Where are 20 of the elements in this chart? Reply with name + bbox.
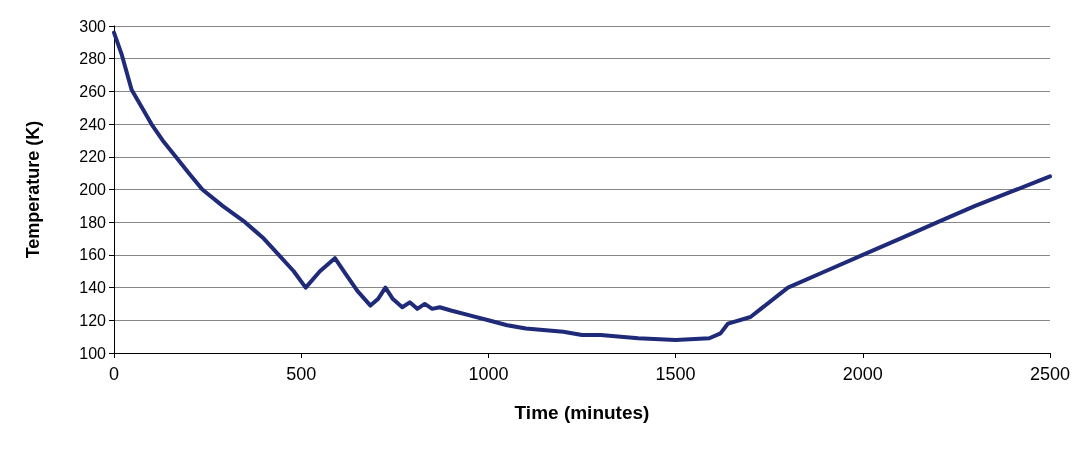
y-tick-label: 160 — [79, 246, 107, 264]
y-tick-label: 180 — [79, 213, 107, 231]
y-tick-label: 220 — [79, 148, 107, 166]
x-tick-label: 2500 — [1029, 364, 1071, 384]
y-tick-label: 140 — [79, 279, 107, 297]
x-tick-label: 0 — [108, 364, 120, 384]
x-tick-label: 1500 — [655, 364, 696, 384]
y-tick-label: 100 — [79, 344, 107, 362]
y-tick-label: 280 — [79, 50, 107, 68]
y-tick-label: 120 — [79, 311, 107, 329]
x-axis-title: Time (minutes) — [514, 402, 650, 423]
x-tick-label: 1000 — [468, 364, 509, 384]
line-series — [112, 30, 1052, 342]
y-tick-label: 240 — [79, 115, 107, 133]
y-tick-label: 300 — [79, 17, 107, 35]
y-tick-label: 200 — [79, 181, 107, 198]
x-tick-label: 2000 — [842, 364, 883, 384]
x-tick-label: 500 — [286, 364, 317, 384]
y-axis-title: Temperature (K) — [23, 120, 43, 259]
y-tick-label: 260 — [79, 82, 107, 100]
